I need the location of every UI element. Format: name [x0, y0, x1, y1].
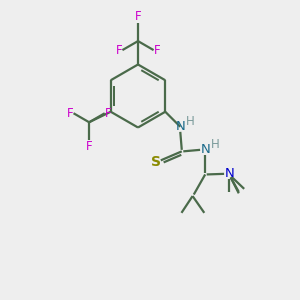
Text: N: N: [200, 143, 210, 156]
Text: F: F: [135, 10, 141, 23]
Text: F: F: [105, 107, 111, 120]
Text: H: H: [185, 115, 194, 128]
Text: H: H: [210, 138, 219, 151]
Text: S: S: [151, 155, 161, 169]
Text: F: F: [116, 44, 122, 57]
Text: F: F: [86, 140, 92, 153]
Text: N: N: [176, 120, 185, 133]
Text: F: F: [67, 107, 74, 120]
Text: F: F: [154, 44, 160, 57]
Text: N: N: [224, 167, 234, 180]
